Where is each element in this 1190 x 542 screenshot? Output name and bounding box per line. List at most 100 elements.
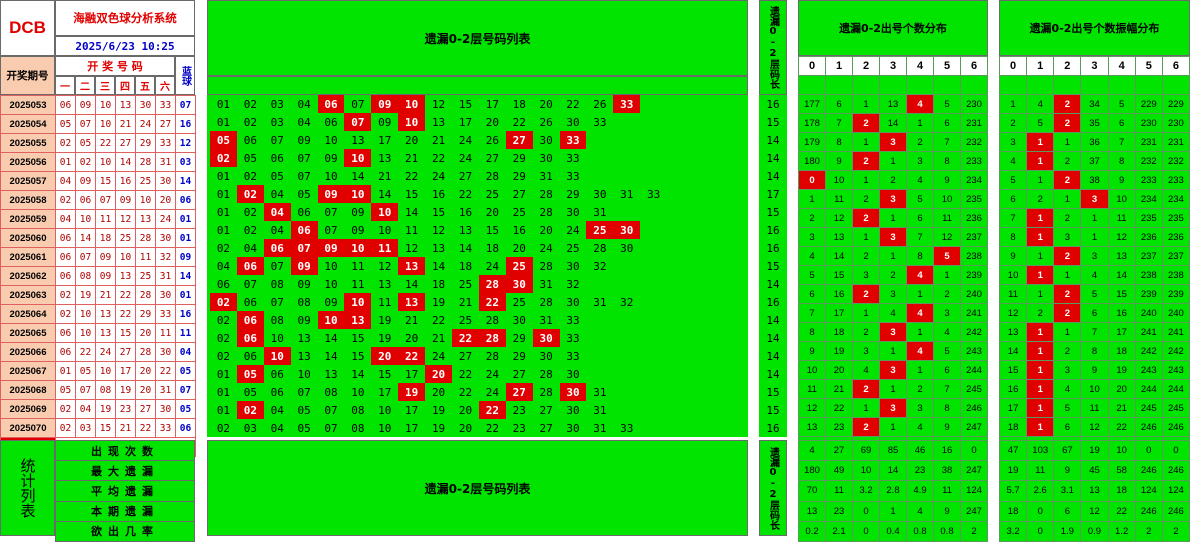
grid-cell: 01 (216, 115, 231, 129)
stat-cell: 0.2 (798, 520, 826, 542)
grid-cell: 21 (431, 331, 446, 345)
blue-number: 05 (175, 361, 196, 381)
blue-number: 01 (175, 228, 196, 248)
dist-row: 10 1 1 4 14 238 238 (998, 265, 1190, 285)
grid-cell (667, 365, 694, 383)
grid-cell (721, 293, 748, 311)
grid-cell (721, 275, 748, 293)
table-row: 2025065 06 10 13 15 20 11 11 (0, 323, 196, 343)
length-cell: 14 (766, 367, 780, 381)
dist-cell: 234 (1161, 189, 1190, 209)
dist-cell: 1 (998, 94, 1028, 114)
dist-spacer-cell (798, 75, 826, 95)
grid-cell: 20 (539, 223, 553, 237)
dist-cell: 10 (1107, 189, 1136, 209)
grid-cell: 31 (593, 421, 607, 435)
grid-cell: 08 (270, 313, 284, 327)
grid-cell-hit: 10 (398, 95, 426, 113)
draw-table: 2025053 06 09 10 13 30 33 07 2025054 05 07 10 21 24 27… (0, 95, 196, 457)
grid-cell: 33 (566, 313, 580, 327)
grid-cell: 21 (405, 151, 419, 165)
grid-cell: 07 (270, 295, 284, 309)
dist-cell: 241 (1161, 322, 1190, 342)
grid-cell-hit: 20 (371, 347, 399, 365)
issue-number: 2025065 (0, 323, 56, 343)
table-row: 2025061 06 07 09 10 11 32 09 (0, 247, 196, 267)
issue-number: 2025060 (0, 228, 56, 248)
grid-row: 02 06 10 13 14 15 20 22 24 27 28 29 30 33 (207, 347, 748, 365)
dist-spacer-cell (825, 75, 853, 95)
dist-row: 3 13 1 3 7 12 237 (798, 227, 988, 247)
grid-cell: 26 (593, 97, 607, 111)
grid-cell: 10 (324, 259, 338, 273)
stat-cell: 0.8 (906, 520, 934, 542)
stat-cell: 3.1 (1053, 480, 1082, 502)
grid-cell (640, 365, 667, 383)
dist-cell: 1 (933, 265, 961, 285)
grid-cell (721, 329, 748, 347)
draw-number: 30 (155, 228, 176, 248)
grid-cell (721, 401, 748, 419)
dist-cell: 4 (1026, 94, 1055, 114)
draw-number: 22 (115, 285, 136, 305)
dist-row: 5 1 2 38 9 233 233 (998, 170, 1190, 190)
grid-cell (667, 419, 694, 437)
table-row: 2025055 02 05 22 27 29 33 12 (0, 133, 196, 153)
dist-cell: 9 (998, 246, 1028, 266)
grid-cell: 08 (270, 277, 284, 291)
grid-cell: 09 (297, 313, 311, 327)
grid-cell: 03 (270, 97, 284, 111)
dist-cell-hit: 4 (906, 303, 934, 323)
draw-number: 30 (155, 399, 176, 419)
draw-number: 21 (115, 114, 136, 134)
grid-cell (640, 257, 667, 275)
draw-number: 30 (155, 285, 176, 305)
grid-cell-hit: 09 (317, 239, 345, 257)
draw-number: 06 (55, 247, 76, 267)
dist-cell-hit: 2 (852, 113, 880, 133)
dist-cell: 3 (852, 265, 880, 285)
grid-cell: 25 (566, 241, 580, 255)
dist-cell-hit: 4 (906, 94, 934, 114)
dist-cell: 234 (960, 170, 988, 190)
grid-cell (721, 131, 748, 149)
blue-number: 14 (175, 266, 196, 286)
dist-cell-hit: 1 (1026, 379, 1055, 399)
dist-cell: 238 (1161, 265, 1190, 285)
stat-cell: 13 (798, 500, 826, 522)
draw-number: 06 (75, 190, 96, 210)
pos-labels: 一二三四五六 (55, 76, 175, 95)
grid-cell (694, 275, 721, 293)
dist-row: 9 1 2 3 13 237 237 (998, 246, 1190, 266)
grid-cell: 05 (243, 151, 257, 165)
dist-cell: 5 (1026, 113, 1055, 133)
dist-col-header: 1 (1026, 56, 1055, 76)
grid-row: 04 06 07 09 10 11 12 13 14 18 24 25 28 30 32 (207, 257, 748, 275)
grid-cell (694, 167, 721, 185)
datetime: 2025/6/23 10:25 (55, 36, 195, 56)
grid-row: 01 02 05 07 10 14 21 22 24 27 28 29 31 33 (207, 167, 748, 185)
blue-number: 03 (175, 152, 196, 172)
grid-cell (694, 257, 721, 275)
grid-cell (694, 365, 721, 383)
draw-number: 20 (155, 190, 176, 210)
grid-cell: 01 (216, 403, 231, 417)
dist-cell: 245 (1134, 398, 1163, 418)
dist-cell: 22 (825, 398, 853, 418)
dist-cell: 21 (825, 379, 853, 399)
grid-cell: 09 (324, 151, 338, 165)
draw-number: 10 (95, 152, 116, 172)
stat-row: 180 49 10 14 23 38 247 (798, 460, 988, 482)
grid-cell: 02 (216, 421, 231, 435)
dist-cell: 1 (1053, 265, 1082, 285)
dist-spacer-cell (1053, 75, 1082, 95)
grid-cell: 24 (431, 169, 446, 183)
dist-cell: 238 (1134, 265, 1163, 285)
grid-row: 01 02 03 04 06 07 09 10 12 15 17 18 20 22 26 33 (207, 95, 748, 113)
draw-number: 10 (95, 361, 116, 381)
grid-cell: 25 (512, 205, 526, 219)
grid-cell: 10 (378, 223, 392, 237)
stat-cell: 4.9 (906, 480, 934, 502)
dist-row: 6 16 2 3 1 2 240 (798, 284, 988, 304)
dist-cell: 239 (960, 265, 988, 285)
